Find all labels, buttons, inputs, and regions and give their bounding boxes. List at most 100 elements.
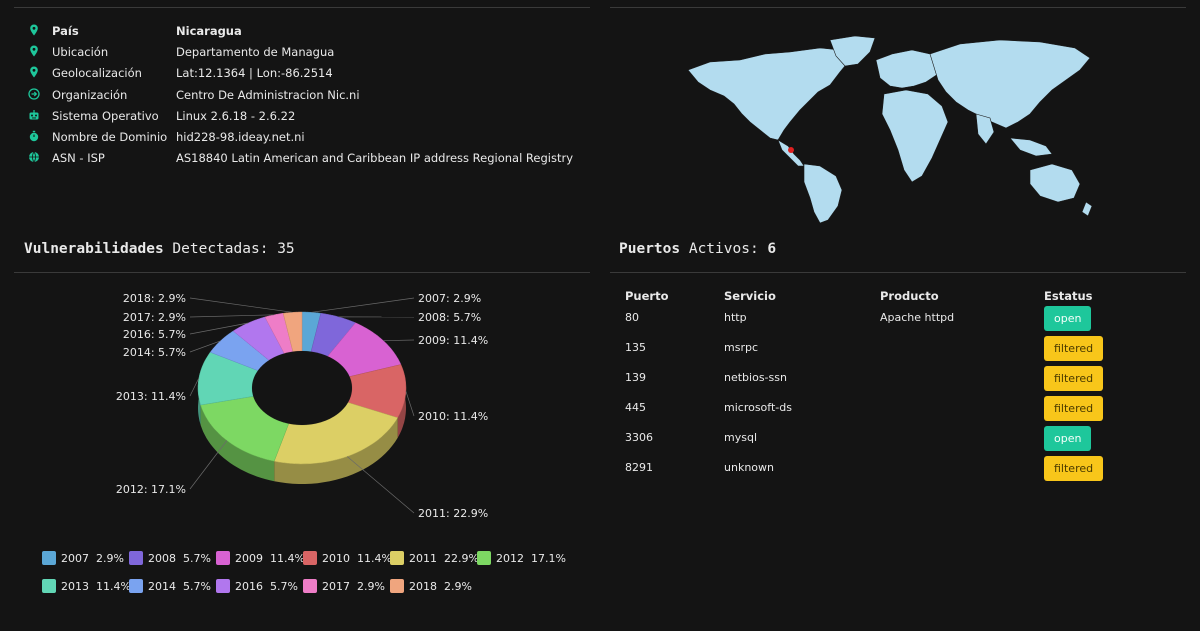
col-header-producto: Producto [880, 289, 939, 303]
info-label: ASN - ISP [52, 151, 105, 166]
info-value: Linux 2.6.18 - 2.6.22 [176, 108, 296, 123]
ports-title-bold: Puertos [619, 241, 681, 257]
legend-item-2018[interactable]: 2018 2.9% [390, 578, 472, 594]
legend-swatch [390, 551, 404, 565]
donut-leader-line [311, 297, 415, 313]
legend-name: 2012 [496, 551, 524, 565]
vulnerabilities-count: 35 [277, 241, 295, 257]
legend-item-2012[interactable]: 2012 17.1% [477, 550, 566, 566]
legend-swatch [216, 551, 230, 565]
ports-title: Puertos Activos: 6 [619, 241, 776, 257]
donut-leader-line [189, 297, 293, 313]
cell-service: microsoft-ds [724, 401, 792, 414]
info-label: Ubicación [52, 45, 109, 60]
legend-value: 5.7% [183, 551, 211, 565]
legend-value: 11.4% [96, 579, 131, 593]
col-header-puerto: Puerto [625, 289, 669, 303]
legend-name: 2009 [235, 551, 263, 565]
table-row: 3306 mysql open [625, 426, 1185, 461]
legend-swatch [129, 551, 143, 565]
status-badge: filtered [1044, 456, 1104, 481]
legend-value: 2.9% [96, 551, 124, 565]
mid-divider-left [14, 272, 590, 273]
info-row-ubicacion: Ubicación Departamento de Managua [28, 43, 588, 64]
legend-swatch [42, 579, 56, 593]
table-row: 135 msrpc filtered [625, 336, 1185, 371]
legend-name: 2018 [409, 579, 437, 593]
robot-icon [29, 109, 39, 120]
legend-value: 11.4% [270, 551, 305, 565]
cell-service: msrpc [724, 341, 758, 354]
info-row-geolocalizacion: Geolocalización Lat:12.1364 | Lon:-86.25… [28, 64, 588, 85]
cell-service: netbios-ssn [724, 371, 787, 384]
info-value: Lat:12.1364 | Lon:-86.2514 [176, 66, 333, 81]
cell-service: unknown [724, 461, 774, 474]
legend-item-2011[interactable]: 2011 22.9% [390, 550, 479, 566]
map-marker-icon [30, 66, 38, 78]
map-location-marker [788, 147, 794, 153]
donut-leader-line [189, 340, 221, 353]
legend-name: 2008 [148, 551, 176, 565]
legend-value: 22.9% [444, 551, 479, 565]
donut-hole [252, 351, 352, 425]
map-australia [1029, 163, 1081, 203]
legend-item-2014[interactable]: 2014 5.7% [129, 578, 211, 594]
host-info-list: País Nicaragua Ubicación Departamento de… [28, 22, 588, 170]
legend-swatch [477, 551, 491, 565]
legend-item-2008[interactable]: 2008 5.7% [129, 550, 211, 566]
legend-value: 17.1% [531, 551, 566, 565]
donut-leader-line [189, 440, 228, 490]
legend-name: 2016 [235, 579, 263, 593]
legend-item-2010[interactable]: 2010 11.4% [303, 550, 392, 566]
cell-service: http [724, 311, 747, 324]
info-label: Geolocalización [52, 66, 142, 81]
legend-value: 5.7% [183, 579, 211, 593]
vulnerabilities-donut-chart: 2007: 2.9% 2008: 5.7% 2009: 11.4% 2010: 11.… [116, 292, 488, 520]
legend-name: 2017 [322, 579, 350, 593]
donut-label-2012: 2012: 17.1% [116, 483, 186, 496]
legend-name: 2010 [322, 551, 350, 565]
mid-divider-right [610, 272, 1186, 273]
cell-port: 135 [625, 341, 646, 354]
cell-port: 8291 [625, 461, 653, 474]
legend-value: 2.9% [357, 579, 385, 593]
donut-label-2007: 2007: 2.9% [418, 292, 481, 305]
ports-title-rest: Activos: [680, 241, 768, 257]
info-label: Organización [52, 87, 128, 102]
legend-name: 2007 [61, 551, 89, 565]
col-header-estatus: Estatus [1044, 289, 1093, 303]
info-row-dominio: Nombre de Dominio hid228-98.ideay.net.ni [28, 128, 588, 149]
donut-label-2008: 2008: 5.7% [418, 311, 481, 324]
legend-item-2009[interactable]: 2009 11.4% [216, 550, 305, 566]
world-map [687, 35, 1093, 224]
map-greenland [829, 35, 876, 67]
legend-value: 2.9% [444, 579, 472, 593]
info-row-pais: País Nicaragua [28, 22, 588, 43]
donut-leader-line [383, 339, 415, 342]
legend-item-2007[interactable]: 2007 2.9% [42, 550, 124, 566]
legend-name: 2014 [148, 579, 176, 593]
cell-product: Apache httpd [880, 311, 955, 324]
legend-item-2013[interactable]: 2013 11.4% [42, 578, 131, 594]
ports-count: 6 [767, 241, 777, 257]
top-divider-right [610, 7, 1186, 8]
map-southeast-asia [1009, 137, 1053, 157]
map-south-america [803, 163, 843, 224]
legend-swatch [42, 551, 56, 565]
donut-leader-line [346, 456, 415, 514]
donut-label-2013: 2013: 11.4% [116, 390, 186, 403]
info-value: Departamento de Managua [176, 45, 335, 60]
vulnerabilities-title: Vulnerabilidades Detectadas: 35 [24, 241, 295, 257]
info-label: Sistema Operativo [52, 108, 159, 123]
table-row: 445 microsoft-ds filtered [625, 396, 1185, 431]
status-badge: filtered [1044, 366, 1104, 391]
legend-item-2017[interactable]: 2017 2.9% [303, 578, 385, 594]
donut-side-2011 [274, 417, 398, 484]
status-badge: open [1044, 306, 1092, 331]
donut-label-2014: 2014: 5.7% [123, 346, 186, 359]
legend-item-2016[interactable]: 2016 5.7% [216, 578, 298, 594]
cell-port: 139 [625, 371, 646, 384]
map-europe [875, 49, 943, 89]
stopwatch-icon [29, 130, 39, 142]
info-row-asn: ASN - ISP AS18840 Latin American and Car… [28, 149, 588, 170]
